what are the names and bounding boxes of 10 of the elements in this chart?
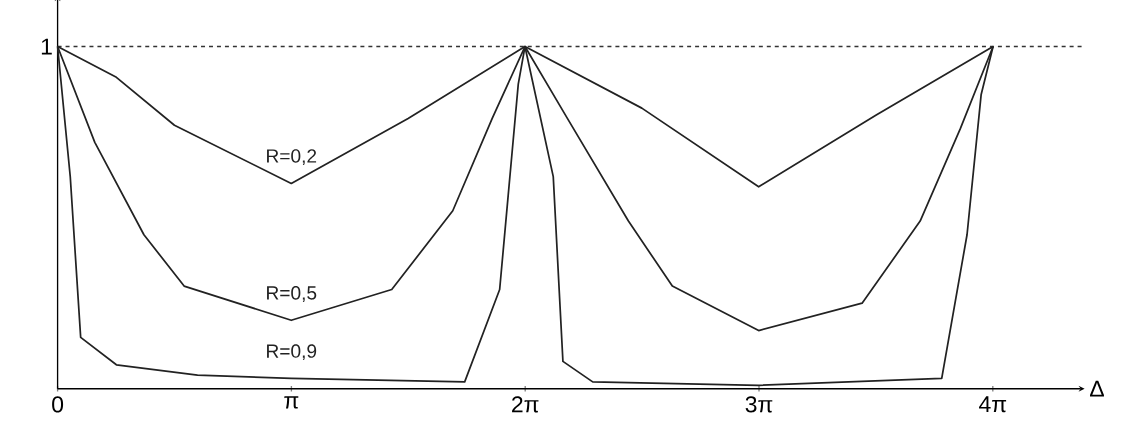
x-tick-label: 3π	[745, 396, 773, 413]
x-tick-label: 2π	[512, 396, 539, 413]
ref-line-label: 1	[41, 38, 52, 55]
series-label: R=0,5	[267, 286, 317, 302]
series-label: R=0,9	[267, 344, 317, 361]
series-label: R=0,2	[267, 149, 317, 166]
x-tick-label: 0	[52, 396, 64, 413]
x-axis-title: Δ	[1090, 380, 1104, 397]
x-tick-label: π	[284, 396, 299, 409]
x-tick-label: 4π	[979, 396, 1007, 413]
